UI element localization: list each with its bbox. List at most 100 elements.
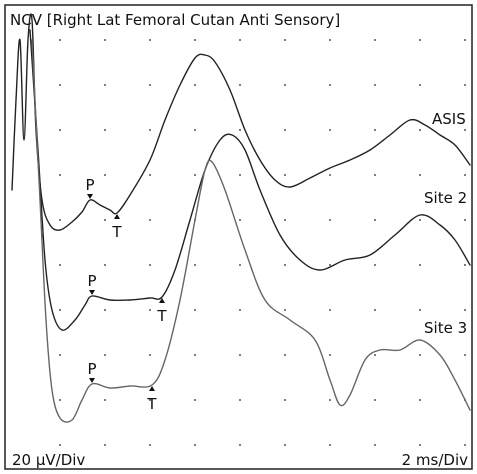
grid-dot [329, 354, 331, 356]
trace-label: Site 3 [424, 319, 467, 337]
grid-dot [104, 219, 106, 221]
grid-dot [194, 309, 196, 311]
grid-dot [419, 84, 421, 86]
grid-dot [419, 264, 421, 266]
grid-dot [104, 129, 106, 131]
waveform [29, 29, 471, 331]
grid-dot [329, 264, 331, 266]
grid-dot [104, 309, 106, 311]
marker-p [89, 378, 95, 383]
grid-dot [329, 39, 331, 41]
amplitude-scale: 20 µV/Div [12, 451, 85, 469]
grid-dot [104, 444, 106, 446]
marker-p-label: P [87, 272, 96, 290]
grid-dot [194, 39, 196, 41]
grid-dot [374, 84, 376, 86]
grid-dot [239, 399, 241, 401]
grid-dot [284, 399, 286, 401]
grid-dot [329, 444, 331, 446]
grid-dot [239, 84, 241, 86]
grid-dot [419, 354, 421, 356]
grid-dot [284, 264, 286, 266]
grid-dot [284, 354, 286, 356]
grid-dot [284, 444, 286, 446]
grid-dot [464, 39, 466, 41]
marker-p-label: P [87, 360, 96, 378]
grid-dot [419, 444, 421, 446]
grid-dot [59, 444, 61, 446]
grid-dot [239, 219, 241, 221]
title: NCV [Right Lat Femoral Cutan Anti Sensor… [10, 11, 340, 29]
grid-dot [149, 84, 151, 86]
grid-dot [59, 39, 61, 41]
grid-dot [194, 129, 196, 131]
grid-dot [374, 39, 376, 41]
grid-dot [149, 444, 151, 446]
grid-dot [329, 309, 331, 311]
marker-p [87, 194, 93, 199]
marker-t-label: T [111, 223, 122, 241]
grid-dot [59, 129, 61, 131]
grid-dot [239, 129, 241, 131]
grid-dot [284, 309, 286, 311]
grid-dot [194, 354, 196, 356]
grid-dot [419, 39, 421, 41]
grid-dot [464, 84, 466, 86]
grid-dot [419, 399, 421, 401]
grid-dot [59, 174, 61, 176]
grid-dot [59, 399, 61, 401]
grid-dot [104, 264, 106, 266]
grid-dot [239, 354, 241, 356]
grid-dot [149, 39, 151, 41]
grid-dot [329, 129, 331, 131]
grid-dot [149, 129, 151, 131]
grid-dot [194, 264, 196, 266]
grid-dot [194, 399, 196, 401]
grid-dot [374, 309, 376, 311]
grid-dot [239, 39, 241, 41]
grid-dot [419, 309, 421, 311]
grid-dot [464, 264, 466, 266]
grid-dot [149, 219, 151, 221]
grid-dot [374, 264, 376, 266]
grid-dot [104, 354, 106, 356]
grid-dot [464, 174, 466, 176]
grid-dot [104, 84, 106, 86]
grid-dot [284, 39, 286, 41]
grid-dot [239, 174, 241, 176]
grid-dot [104, 39, 106, 41]
grid-dot [149, 399, 151, 401]
grid-dot [329, 174, 331, 176]
grid-dot [464, 354, 466, 356]
grid-dot [464, 309, 466, 311]
grid-dot [104, 399, 106, 401]
grid-dot [284, 84, 286, 86]
grid-dot [194, 84, 196, 86]
grid-dot [239, 264, 241, 266]
grid-dot [374, 444, 376, 446]
grid-dot [149, 174, 151, 176]
waveform [11, 13, 471, 231]
grid-dot [194, 444, 196, 446]
grid-dot [59, 84, 61, 86]
grid-dot [284, 174, 286, 176]
grid-dot [149, 264, 151, 266]
marker-t [114, 214, 120, 219]
grid-dot [239, 444, 241, 446]
grid-dots [59, 39, 466, 446]
frame [4, 4, 473, 470]
waveform [31, 39, 471, 423]
grid-dot [284, 219, 286, 221]
grid-dot [149, 309, 151, 311]
grid-dot [239, 309, 241, 311]
grid-dot [59, 219, 61, 221]
marker-t-label: T [146, 395, 157, 413]
grid-dot [464, 129, 466, 131]
grid-dot [104, 174, 106, 176]
grid-dot [59, 309, 61, 311]
time-scale: 2 ms/Div [402, 451, 469, 469]
marker-t-label: T [156, 307, 167, 325]
grid-dot [374, 354, 376, 356]
grid-dot [419, 219, 421, 221]
grid-dot [149, 354, 151, 356]
